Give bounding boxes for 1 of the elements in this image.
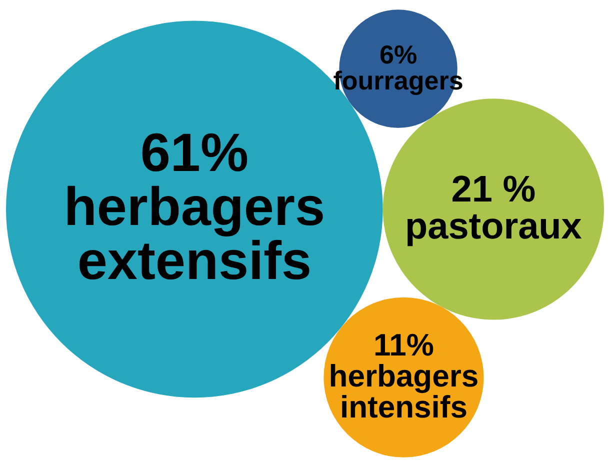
data-label: 6%: [379, 40, 418, 70]
